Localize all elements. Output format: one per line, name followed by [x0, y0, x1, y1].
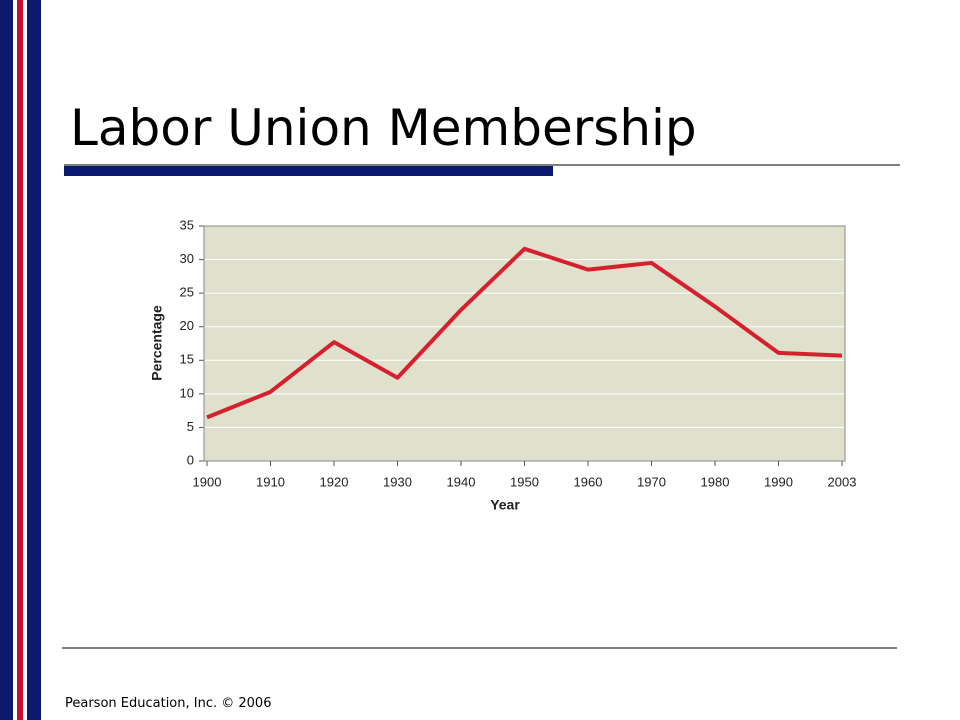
- y-tick-label: 30: [180, 251, 194, 266]
- side-stripe: [27, 0, 41, 720]
- x-tick-label: 1920: [320, 474, 349, 489]
- y-tick-label: 5: [187, 419, 194, 434]
- x-tick-label: 1930: [383, 474, 412, 489]
- data-line: [206, 246, 843, 420]
- title-bar: [64, 166, 553, 176]
- y-tick-label: 15: [180, 352, 194, 367]
- x-tick-label: 1990: [764, 474, 793, 489]
- footer: Pearson Education, Inc. © 2006: [65, 696, 271, 711]
- x-tick-label: 1970: [637, 474, 666, 489]
- side-stripe: [17, 0, 23, 720]
- x-tick-label: 1960: [574, 474, 603, 489]
- y-tick-label: 35: [180, 217, 194, 232]
- x-tick-label: 1940: [447, 474, 476, 489]
- x-tick-label: 1950: [510, 474, 539, 489]
- y-axis-title: Percentage: [149, 305, 165, 381]
- chart: Year Percentage 0 5 10 15 20 25 30 35 1900 1910 19…: [149, 217, 857, 512]
- x-axis-title: Year: [490, 497, 520, 513]
- y-tick-label: 0: [187, 452, 194, 467]
- side-stripe: [0, 0, 13, 720]
- plot-area: [204, 226, 845, 461]
- x-tick-label: 1910: [256, 474, 285, 489]
- x-tick-label: 1900: [193, 474, 222, 489]
- x-tick-label: 1980: [701, 474, 730, 489]
- y-tick-label: 25: [180, 285, 194, 300]
- x-tick-label: 2003: [828, 474, 857, 489]
- slide-title: Labor Union Membership: [70, 99, 697, 157]
- y-tick-label: 20: [180, 318, 194, 333]
- y-tick-label: 10: [180, 385, 194, 400]
